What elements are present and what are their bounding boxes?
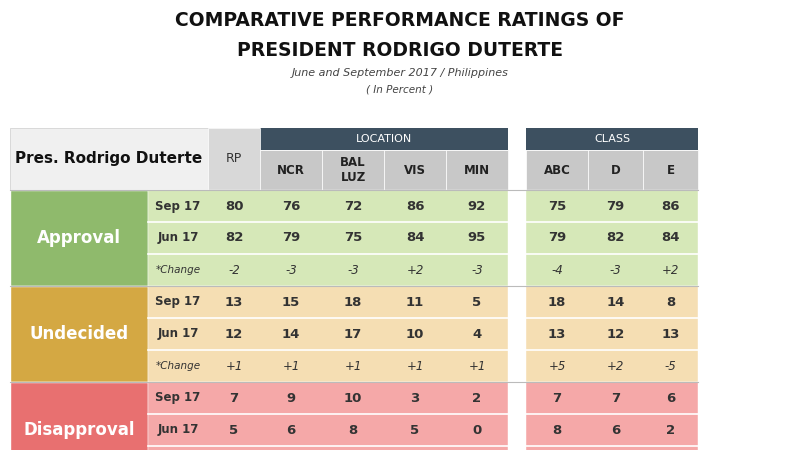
Text: 8: 8 (666, 296, 675, 309)
Text: *Change: *Change (155, 265, 201, 275)
Text: 6: 6 (611, 423, 620, 436)
Text: LOCATION: LOCATION (356, 134, 412, 144)
Text: 17: 17 (344, 328, 362, 341)
Text: ( In Percent ): ( In Percent ) (366, 85, 434, 94)
Text: 15: 15 (282, 296, 300, 309)
Text: 2: 2 (666, 423, 675, 436)
Text: 82: 82 (606, 231, 625, 244)
Text: Jun 17: Jun 17 (158, 231, 198, 244)
Text: 10: 10 (344, 392, 362, 405)
Text: 18: 18 (548, 296, 566, 309)
Text: Sep 17: Sep 17 (155, 392, 201, 405)
Text: 5: 5 (410, 423, 419, 436)
Text: 0: 0 (472, 423, 482, 436)
Text: D: D (610, 163, 620, 176)
Text: +1: +1 (282, 360, 300, 373)
Text: 14: 14 (282, 328, 300, 341)
Text: 5: 5 (473, 296, 482, 309)
Text: -3: -3 (610, 264, 622, 276)
Text: ABC: ABC (543, 163, 570, 176)
Text: +1: +1 (344, 360, 362, 373)
Text: 5: 5 (230, 423, 238, 436)
Text: Jun 17: Jun 17 (158, 423, 198, 436)
Text: 80: 80 (225, 199, 243, 212)
Text: PRESIDENT RODRIGO DUTERTE: PRESIDENT RODRIGO DUTERTE (237, 40, 563, 59)
Text: 13: 13 (548, 328, 566, 341)
Text: 6: 6 (666, 392, 675, 405)
Text: +1: +1 (468, 360, 486, 373)
Text: 86: 86 (662, 199, 680, 212)
Text: 84: 84 (662, 231, 680, 244)
Text: 79: 79 (606, 199, 625, 212)
Text: Jun 17: Jun 17 (158, 328, 198, 341)
Text: 86: 86 (406, 199, 424, 212)
Text: 8: 8 (552, 423, 562, 436)
Text: -3: -3 (347, 264, 359, 276)
Text: 3: 3 (410, 392, 420, 405)
Text: Sep 17: Sep 17 (155, 296, 201, 309)
Text: 18: 18 (344, 296, 362, 309)
Text: 2: 2 (473, 392, 482, 405)
Text: 12: 12 (606, 328, 625, 341)
Text: 7: 7 (553, 392, 562, 405)
Text: NCR: NCR (277, 163, 305, 176)
Text: 13: 13 (662, 328, 680, 341)
Text: 13: 13 (225, 296, 243, 309)
Text: 14: 14 (606, 296, 625, 309)
Text: 8: 8 (348, 423, 358, 436)
Text: 79: 79 (282, 231, 300, 244)
Text: 79: 79 (548, 231, 566, 244)
Text: 6: 6 (286, 423, 296, 436)
Text: 4: 4 (472, 328, 482, 341)
Text: 76: 76 (282, 199, 300, 212)
Text: +2: +2 (662, 264, 679, 276)
Text: +5: +5 (548, 360, 566, 373)
Text: 75: 75 (548, 199, 566, 212)
Text: 82: 82 (225, 231, 243, 244)
Text: *Change: *Change (155, 361, 201, 371)
Text: 84: 84 (406, 231, 424, 244)
Text: 7: 7 (230, 392, 238, 405)
Text: +2: +2 (607, 360, 624, 373)
Text: VIS: VIS (404, 163, 426, 176)
Text: Approval: Approval (37, 229, 121, 247)
Text: 92: 92 (468, 199, 486, 212)
Text: -3: -3 (471, 264, 483, 276)
Text: 10: 10 (406, 328, 424, 341)
Text: MIN: MIN (464, 163, 490, 176)
Text: 12: 12 (225, 328, 243, 341)
Text: 95: 95 (468, 231, 486, 244)
Text: 9: 9 (286, 392, 295, 405)
Text: Disapproval: Disapproval (23, 421, 134, 439)
Text: E: E (666, 163, 674, 176)
Text: 7: 7 (611, 392, 620, 405)
Text: COMPARATIVE PERFORMANCE RATINGS OF: COMPARATIVE PERFORMANCE RATINGS OF (175, 11, 625, 30)
Text: -3: -3 (285, 264, 297, 276)
Text: 11: 11 (406, 296, 424, 309)
Text: CLASS: CLASS (594, 134, 630, 144)
Text: +2: +2 (406, 264, 424, 276)
Text: BAL
LUZ: BAL LUZ (340, 156, 366, 184)
Text: -5: -5 (665, 360, 676, 373)
Text: +1: +1 (226, 360, 242, 373)
Text: -4: -4 (551, 264, 563, 276)
Text: 75: 75 (344, 231, 362, 244)
Text: RP: RP (226, 153, 242, 166)
Text: Pres. Rodrigo Duterte: Pres. Rodrigo Duterte (15, 152, 202, 166)
Text: Sep 17: Sep 17 (155, 199, 201, 212)
Text: 72: 72 (344, 199, 362, 212)
Text: June and September 2017 / Philippines: June and September 2017 / Philippines (291, 68, 509, 78)
Text: +1: +1 (406, 360, 424, 373)
Text: Undecided: Undecided (30, 325, 129, 343)
Text: -2: -2 (228, 264, 240, 276)
